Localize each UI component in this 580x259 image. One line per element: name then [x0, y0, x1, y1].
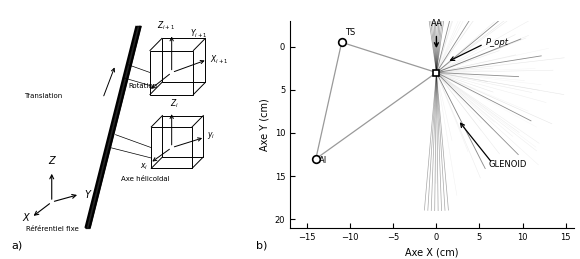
- Text: $Y_{i+1}$: $Y_{i+1}$: [190, 27, 207, 40]
- Text: AI: AI: [319, 156, 328, 165]
- Text: $x_i$: $x_i$: [140, 161, 148, 172]
- Text: TS: TS: [345, 28, 356, 37]
- Text: GLENOID: GLENOID: [488, 161, 527, 169]
- X-axis label: Axe X (cm): Axe X (cm): [405, 247, 459, 257]
- Text: $X_{i+1}$: $X_{i+1}$: [210, 53, 229, 66]
- Text: a): a): [11, 241, 22, 251]
- Text: $Y$: $Y$: [84, 188, 92, 200]
- Text: P_opt: P_opt: [485, 38, 509, 47]
- Text: Référentiel fixe: Référentiel fixe: [26, 226, 79, 232]
- Text: Translation: Translation: [24, 93, 62, 99]
- Text: Axe hélicoïdal: Axe hélicoïdal: [121, 176, 169, 182]
- Text: $y_i$: $y_i$: [208, 131, 216, 141]
- Text: AA: AA: [430, 19, 443, 28]
- Text: $Z$: $Z$: [49, 154, 57, 167]
- Text: $Z_i$: $Z_i$: [170, 97, 179, 110]
- Y-axis label: Axe Y (cm): Axe Y (cm): [259, 98, 269, 151]
- Text: $X$: $X$: [21, 211, 31, 224]
- Text: b): b): [256, 240, 267, 250]
- Text: $Z_{i+1}$: $Z_{i+1}$: [157, 19, 176, 32]
- Text: Rotation: Rotation: [128, 83, 157, 89]
